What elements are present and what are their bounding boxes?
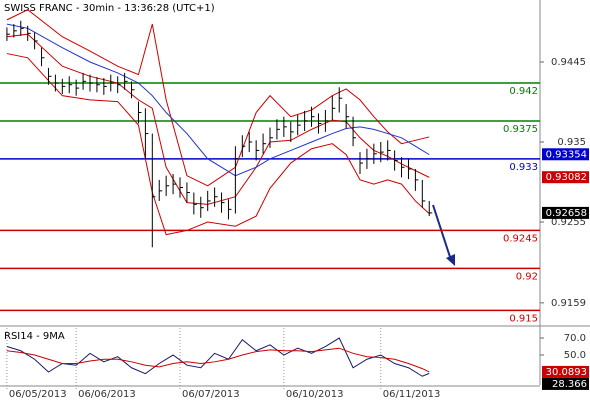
line-series (6, 53, 430, 236)
value-box-label: 0.93082 (546, 172, 587, 183)
value-box (542, 365, 589, 378)
level-label: 0.92 (516, 271, 538, 282)
level-label: 0.915 (509, 313, 538, 324)
x-tick-label: 06/06/2013 (78, 389, 136, 400)
trend-arrow (432, 204, 452, 261)
line-series (6, 23, 430, 177)
value-box (542, 171, 589, 184)
y-tick-label: 0.9255 (551, 217, 586, 228)
level-label: 0.933 (509, 162, 538, 173)
x-tick-label: 06/05/2013 (9, 389, 67, 400)
value-box-label: 0.92658 (546, 208, 587, 219)
value-box-label: 28.366 (552, 379, 587, 390)
level-label: 0.9245 (503, 233, 538, 244)
value-box (542, 377, 589, 390)
y-tick-label: 0.9159 (551, 298, 586, 309)
value-box (542, 206, 589, 219)
x-tick-label: 06/10/2013 (286, 389, 344, 400)
level-label: 0.942 (509, 86, 538, 97)
value-box (542, 148, 589, 161)
trend-arrowhead (446, 254, 455, 266)
y-tick-label: 50.0 (564, 350, 586, 361)
level-label: 0.9375 (503, 124, 538, 135)
line-series (6, 9, 430, 187)
value-box-label: 30.0893 (546, 367, 587, 378)
x-tick-label: 06/11/2013 (383, 389, 441, 400)
y-tick-label: 0.935 (557, 137, 586, 148)
rsi-title: RSI14 - 9MA (4, 331, 65, 342)
line-series (6, 347, 430, 373)
x-tick-label: 06/07/2013 (182, 389, 240, 400)
chart-title: SWISS FRANC - 30min - 13:36:28 (UTC+1) (4, 3, 215, 14)
y-tick-label: 70.0 (564, 333, 586, 344)
y-tick-label: 0.9445 (551, 57, 586, 68)
value-box-label: 0.93354 (546, 149, 587, 160)
